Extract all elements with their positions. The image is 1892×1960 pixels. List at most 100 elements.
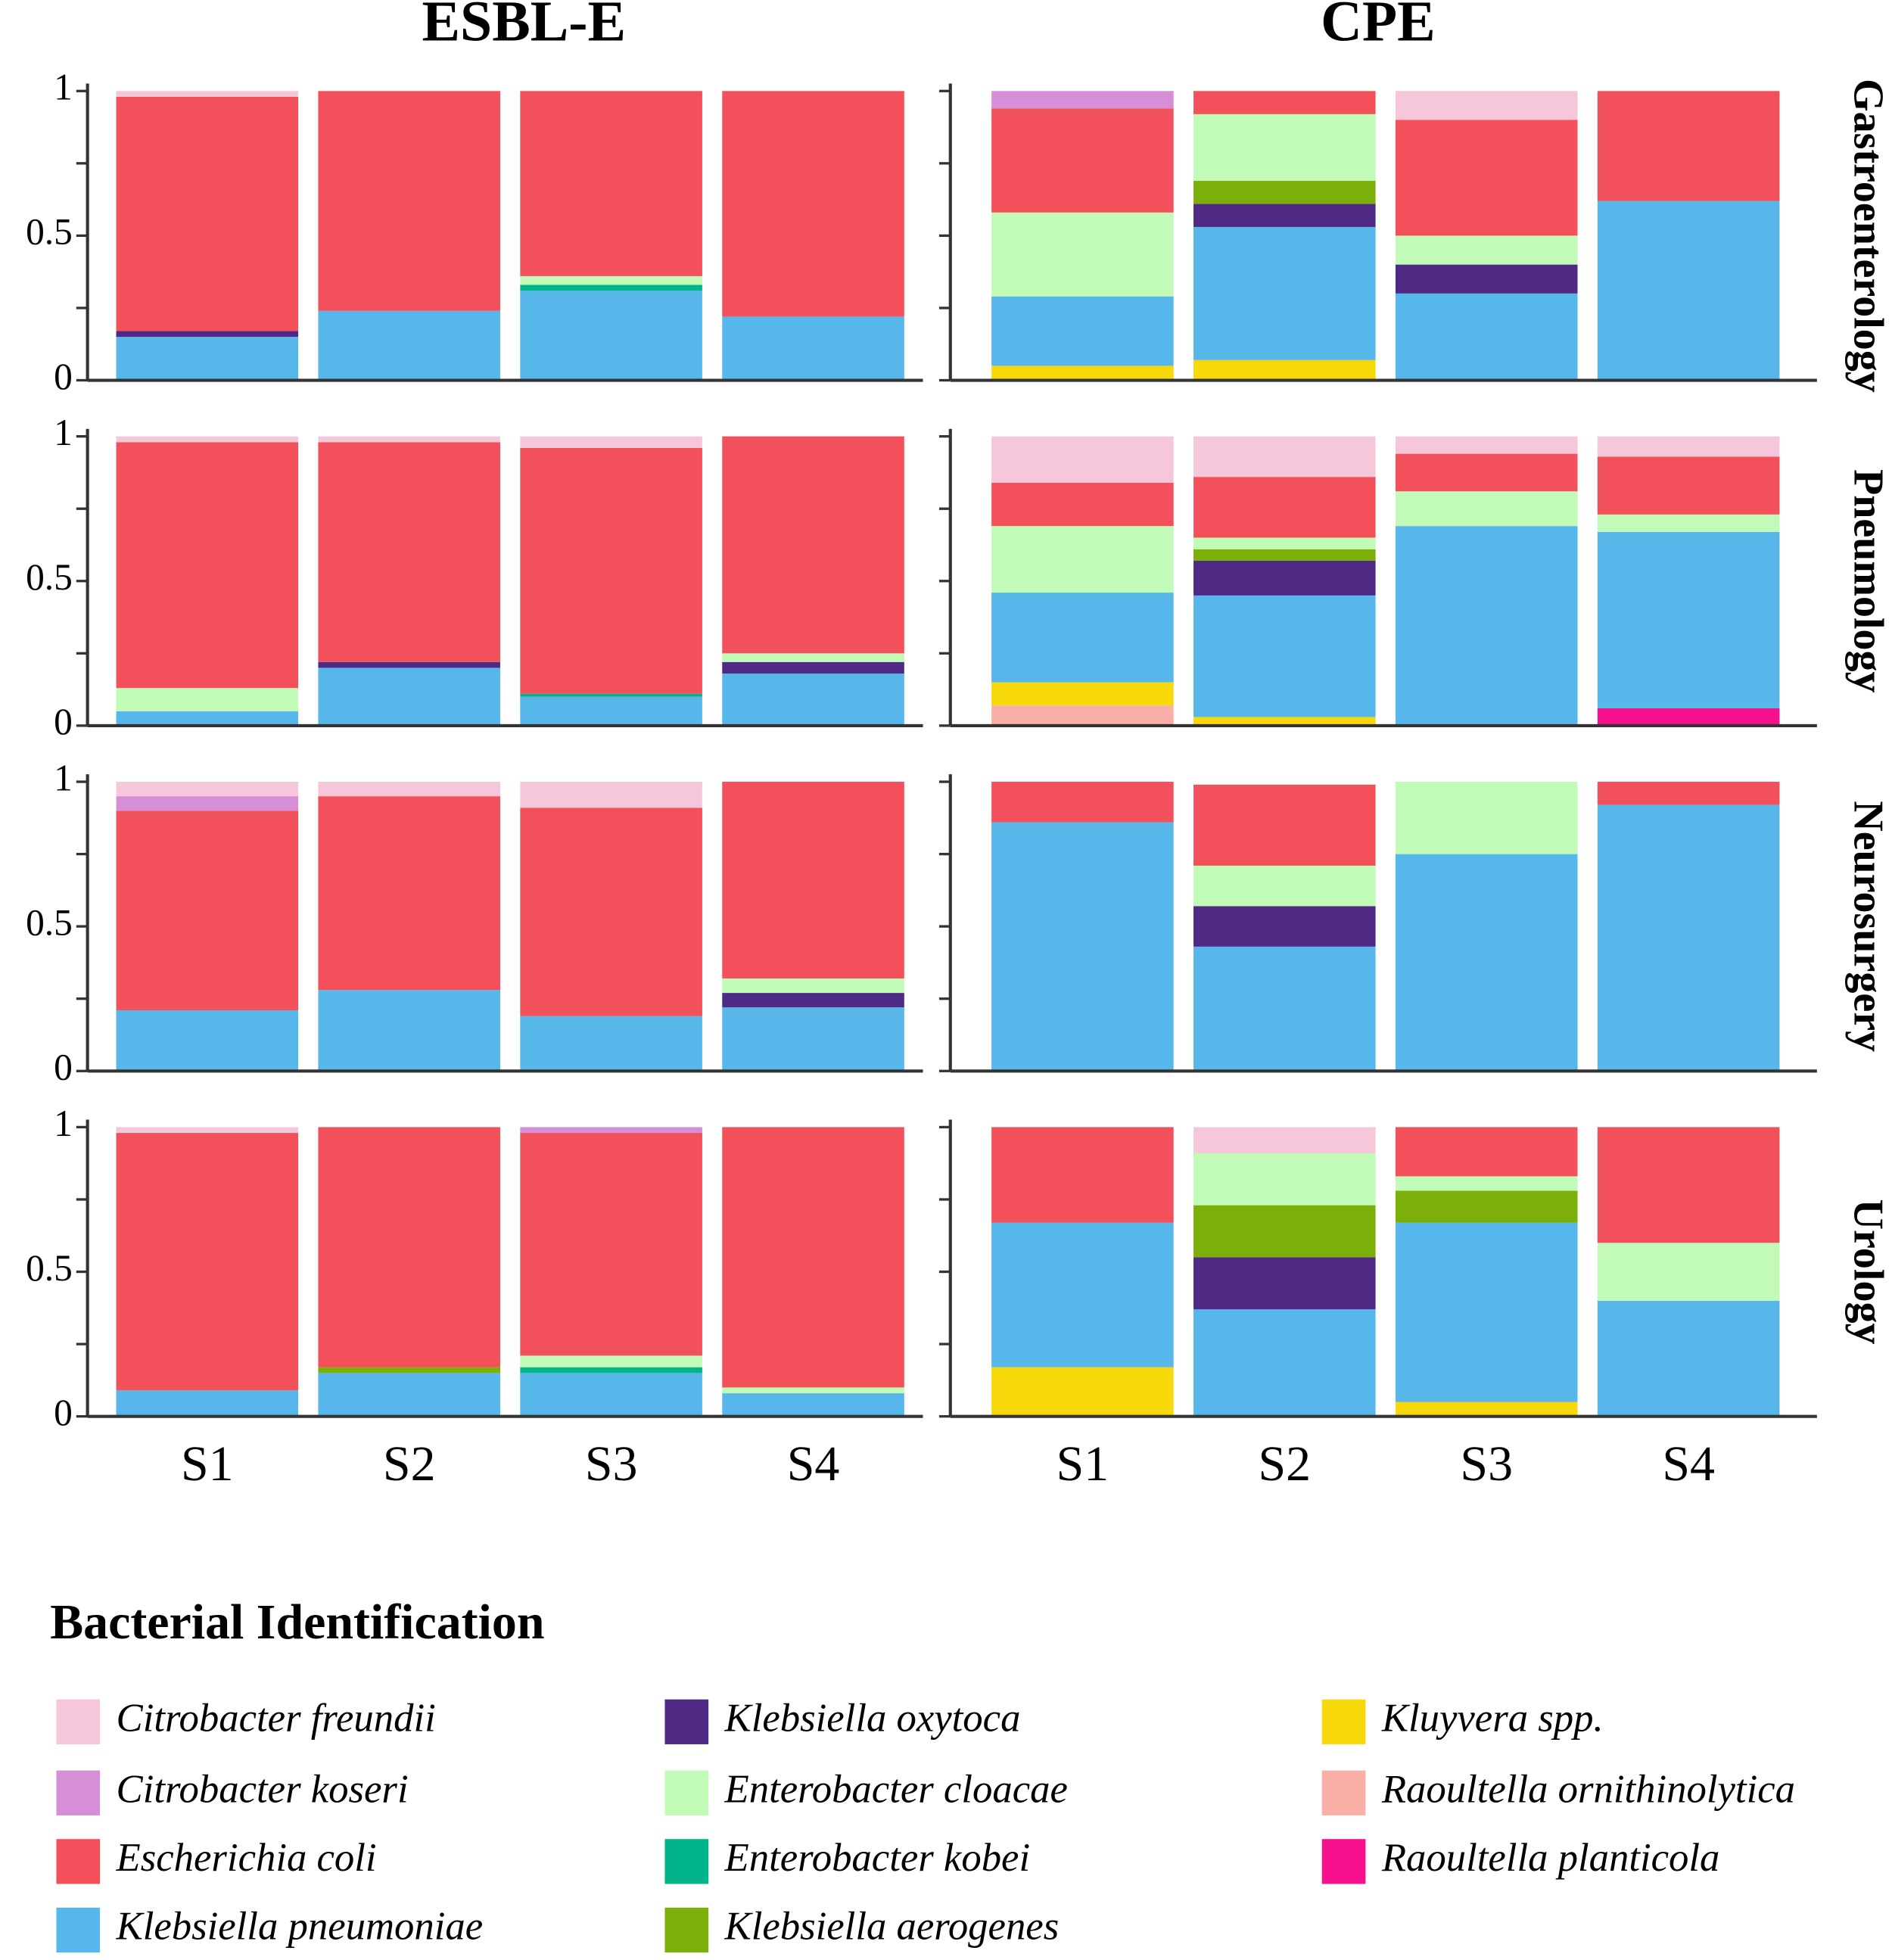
bar-segment bbox=[1597, 1127, 1780, 1243]
y-tick-label: 1 bbox=[54, 757, 73, 798]
bar-segment bbox=[116, 810, 299, 1011]
bar-segment bbox=[991, 296, 1174, 366]
y-tick-label: 0.5 bbox=[26, 556, 73, 598]
bar-segment bbox=[1193, 91, 1376, 114]
legend-swatch bbox=[664, 1907, 709, 1953]
bar-segment bbox=[722, 653, 904, 662]
x-tick-label: S1 bbox=[181, 1436, 234, 1492]
y-tick-label: 1 bbox=[54, 412, 73, 453]
bar-segment bbox=[991, 782, 1174, 823]
bar-segment bbox=[116, 1390, 299, 1417]
bar-segment bbox=[1395, 1127, 1578, 1177]
bar-segment bbox=[1597, 531, 1780, 708]
y-tick-label: 1 bbox=[54, 1103, 73, 1144]
bar-segment bbox=[1395, 1402, 1578, 1417]
x-tick-label: S2 bbox=[383, 1436, 436, 1492]
legend-swatch bbox=[56, 1907, 101, 1953]
bar-segment bbox=[116, 796, 299, 811]
bar-segment bbox=[1597, 782, 1780, 805]
bar-segment bbox=[520, 782, 702, 808]
bar-segment bbox=[318, 782, 500, 797]
bar-segment bbox=[1395, 491, 1578, 527]
bar-segment bbox=[1597, 456, 1780, 515]
bar-segment bbox=[520, 1133, 702, 1356]
bar-segment bbox=[318, 1127, 500, 1367]
bar-segment bbox=[1193, 717, 1376, 726]
bar-segment bbox=[318, 990, 500, 1072]
bar-segment bbox=[1193, 477, 1376, 538]
bar-segment bbox=[318, 91, 500, 311]
legend-swatch bbox=[664, 1839, 709, 1884]
bar-segment bbox=[1395, 1222, 1578, 1402]
bar-segment bbox=[722, 316, 904, 381]
bar-segment bbox=[520, 285, 702, 291]
bar-segment bbox=[1395, 453, 1578, 492]
bar-segment bbox=[318, 661, 500, 668]
bar-segment bbox=[116, 436, 299, 443]
bar-segment bbox=[116, 442, 299, 689]
bar-segment bbox=[318, 796, 500, 991]
legend-label: Klebsiella oxytoca bbox=[724, 1696, 1021, 1740]
column-title: ESBL-E bbox=[422, 0, 627, 54]
bar-segment bbox=[1597, 436, 1780, 457]
bar-segment bbox=[520, 1373, 702, 1417]
bar-segment bbox=[318, 436, 500, 443]
bar-segment bbox=[520, 275, 702, 285]
bar-segment bbox=[1193, 1205, 1376, 1258]
bar-segment bbox=[1193, 784, 1376, 866]
legend-title: Bacterial Identification bbox=[50, 1594, 544, 1650]
row-title: Urology bbox=[1845, 1199, 1892, 1345]
bar-segment bbox=[991, 1127, 1174, 1223]
bar-segment bbox=[520, 291, 702, 381]
bar-segment bbox=[318, 442, 500, 662]
legend-swatch bbox=[1321, 1839, 1366, 1884]
bar-segment bbox=[520, 91, 702, 276]
bar-segment bbox=[991, 436, 1174, 483]
y-tick-label: 0 bbox=[54, 701, 73, 742]
bar-segment bbox=[1597, 708, 1780, 726]
bar-segment bbox=[1395, 293, 1578, 381]
legend-label: Raoultella ornithinolytica bbox=[1381, 1767, 1795, 1811]
bar-segment bbox=[1193, 865, 1376, 907]
legend-swatch bbox=[1321, 1699, 1366, 1744]
legend-swatch bbox=[664, 1699, 709, 1744]
bar-segment bbox=[1193, 436, 1376, 478]
legend-swatch bbox=[56, 1839, 101, 1884]
bar-segment bbox=[991, 1222, 1174, 1367]
column-title: CPE bbox=[1321, 0, 1436, 54]
bar-segment bbox=[1193, 114, 1376, 181]
y-tick-label: 0 bbox=[54, 356, 73, 397]
bar-segment bbox=[1597, 1243, 1780, 1301]
bar-segment bbox=[520, 1016, 702, 1072]
bar-segment bbox=[991, 682, 1174, 706]
bar-segment bbox=[1395, 120, 1578, 236]
bar-segment bbox=[520, 447, 702, 694]
bar-segment bbox=[318, 1373, 500, 1417]
y-tick-label: 0.5 bbox=[26, 1247, 73, 1289]
bar-segment bbox=[1193, 906, 1376, 947]
row-title: Neurosurgery bbox=[1845, 801, 1892, 1052]
x-tick-label: S3 bbox=[1460, 1436, 1513, 1492]
bar-segment bbox=[1193, 1309, 1376, 1417]
bar-segment bbox=[1193, 180, 1376, 204]
legend-label: Klebsiella pneumoniae bbox=[116, 1905, 484, 1949]
bar-segment bbox=[1395, 526, 1578, 726]
bar-segment bbox=[520, 696, 702, 726]
bar-segment bbox=[1395, 1190, 1578, 1223]
bar-segment bbox=[1193, 946, 1376, 1072]
bar-segment bbox=[1395, 235, 1578, 265]
legend-label: Klebsiella aerogenes bbox=[724, 1905, 1060, 1949]
legend-label: Enterobacter cloacae bbox=[724, 1767, 1068, 1811]
bar-segment bbox=[722, 978, 904, 994]
bar-segment bbox=[991, 212, 1174, 297]
bar-segment bbox=[991, 108, 1174, 213]
x-tick-label: S4 bbox=[1662, 1436, 1715, 1492]
legend-label: Raoultella planticola bbox=[1381, 1836, 1720, 1880]
bar-segment bbox=[991, 593, 1174, 683]
legend-swatch bbox=[664, 1770, 709, 1815]
bar-segment bbox=[1193, 204, 1376, 227]
bar-segment bbox=[1597, 201, 1780, 381]
bar-segment bbox=[1193, 537, 1376, 549]
bar-segment bbox=[116, 711, 299, 726]
